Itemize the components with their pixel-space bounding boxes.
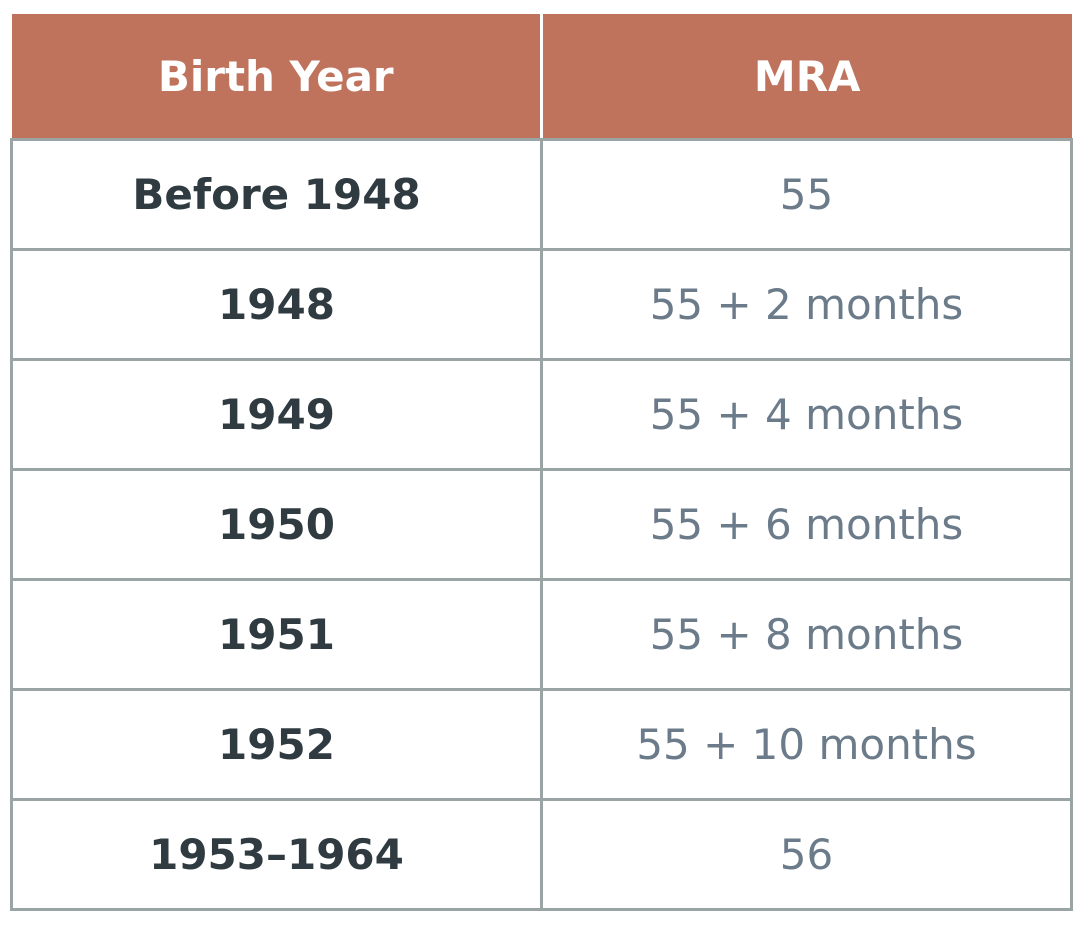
birth-year-cell: 1952 bbox=[10, 688, 543, 801]
birth-year-cell: 1950 bbox=[10, 468, 543, 581]
birth-year-cell: 1951 bbox=[10, 578, 543, 691]
mra-cell: 56 bbox=[540, 798, 1073, 911]
birth-year-cell: 1948 bbox=[10, 248, 543, 361]
table-row: 1952 55 + 10 months bbox=[10, 688, 1073, 801]
header-birth-year: Birth Year bbox=[11, 14, 543, 141]
table-row: 1949 55 + 4 months bbox=[10, 358, 1073, 471]
header-row: Birth Year MRA bbox=[11, 14, 1072, 141]
mra-cell: 55 + 10 months bbox=[540, 688, 1073, 801]
mra-cell: 55 + 4 months bbox=[540, 358, 1073, 471]
table-row: 1953–1964 56 bbox=[10, 798, 1073, 911]
mra-cell: 55 + 6 months bbox=[540, 468, 1073, 581]
mra-table: Birth Year MRA Before 1948 55 1948 55 + … bbox=[10, 14, 1073, 911]
header-mra: MRA bbox=[541, 14, 1072, 141]
table-row: 1951 55 + 8 months bbox=[10, 578, 1073, 691]
table-row: 1948 55 + 2 months bbox=[10, 248, 1073, 361]
birth-year-cell: 1953–1964 bbox=[10, 798, 543, 911]
birth-year-cell: Before 1948 bbox=[10, 138, 543, 251]
birth-year-cell: 1949 bbox=[10, 358, 543, 471]
mra-cell: 55 + 2 months bbox=[540, 248, 1073, 361]
table-row: Before 1948 55 bbox=[10, 138, 1073, 251]
table-row: 1950 55 + 6 months bbox=[10, 468, 1073, 581]
mra-cell: 55 bbox=[540, 138, 1073, 251]
mra-cell: 55 + 8 months bbox=[540, 578, 1073, 691]
